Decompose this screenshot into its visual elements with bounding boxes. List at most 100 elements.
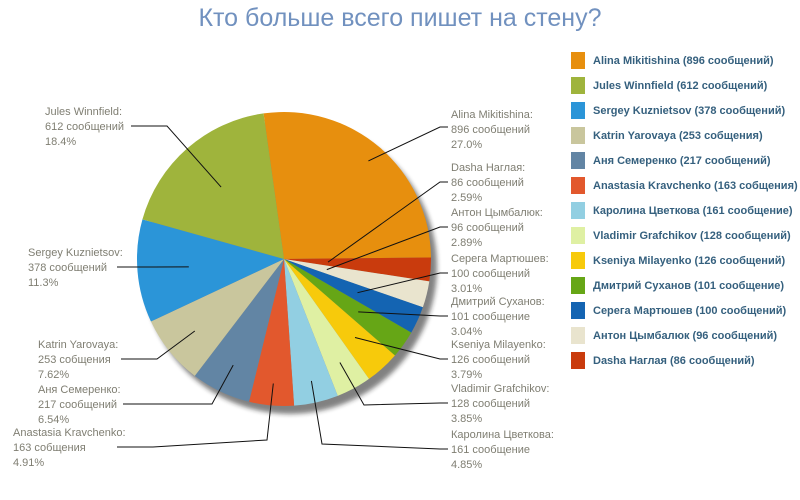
legend-item-label: Alina Mikitishina (896 сообщений): [593, 54, 774, 67]
legend-swatch: [571, 52, 585, 69]
legend-item: Серега Мартюшев (100 сообщений): [571, 302, 798, 319]
callout-name: Dasha Наглая:: [451, 162, 526, 174]
leader-line: [326, 226, 448, 271]
legend-item-label: Kseniya Milayenko (126 сообщений): [593, 254, 786, 267]
callout-label: Alina Mikitishina: 896 сообщений 27.0%: [451, 108, 533, 153]
callout-label: Jules Winnfield: 612 сообщений 18.4%: [45, 105, 124, 150]
legend-swatch: [571, 252, 585, 269]
leader-line: [327, 181, 448, 263]
legend-item: Дмитрий Суханов (101 сообщение): [571, 277, 798, 294]
callout-name: Каролина Цветкова:: [451, 429, 554, 441]
pie-slice: [249, 259, 295, 406]
callout-label: Антон Цымбалюк: 96 сообщений 2.89%: [451, 206, 543, 251]
callout-label: Katrin Yarovaya: 253 собщения 7.62%: [38, 338, 118, 383]
legend-item: Антон Цымбалюк (96 сообщений): [571, 327, 798, 344]
callout-count: 96 сообщений: [451, 222, 524, 234]
pie-slice: [284, 259, 395, 379]
legend-item: Anastasia Kravchenko (163 собщения): [571, 177, 798, 194]
legend-item: Sergey Kuznietsov (378 сообщений): [571, 102, 798, 119]
callout-count: 128 сообщений: [451, 398, 530, 410]
legend-item: Katrin Yarovaya (253 собщения): [571, 127, 798, 144]
callout-name: Антон Цымбалюк:: [451, 207, 543, 219]
legend-item-label: Каролина Цветкова (161 сообщение): [593, 204, 793, 217]
legend-item-label: Sergey Kuznietsov (378 сообщений): [593, 104, 786, 117]
callout-name: Sergey Kuznietsov:: [28, 247, 123, 259]
callout-name: Vladimir Grafchikov:: [451, 383, 550, 395]
callout-label: Dasha Наглая: 86 сообщений 2.59%: [451, 161, 525, 206]
pie-slice: [284, 259, 430, 308]
callout-percent: 3.85%: [451, 413, 483, 425]
callout-label: Sergey Kuznietsov: 378 сообщений 11.3%: [28, 246, 123, 291]
callout-name: Серега Мартюшев:: [451, 253, 549, 265]
pie-slice: [137, 219, 284, 322]
legend-item: Kseniya Milayenko (126 сообщений): [571, 252, 798, 269]
callout-count: 86 сообщений: [451, 177, 524, 189]
callout-label: Серега Мартюшев: 100 сообщений 3.01%: [451, 252, 549, 297]
callout-percent: 11.3%: [28, 277, 59, 289]
callout-percent: 27.0%: [451, 139, 483, 151]
legend-item-label: Аня Семеренко (217 сообщений): [593, 154, 771, 167]
legend-item-label: Jules Winnfield (612 сообщений): [593, 79, 768, 92]
legend-swatch: [571, 302, 585, 319]
legend-swatch: [571, 177, 585, 194]
pie-slice: [284, 257, 431, 282]
leader-line: [339, 362, 448, 406]
callout-count: 217 сообщений: [38, 399, 117, 411]
legend-item-label: Katrin Yarovaya (253 собщения): [593, 129, 763, 142]
legend-item: Vladimir Grafchikov (128 сообщений): [571, 227, 798, 244]
leader-line: [121, 330, 196, 360]
callout-label: Дмитрий Суханов: 101 сообщение 3.04%: [451, 295, 545, 340]
legend-item: Dasha Наглая (86 сообщений): [571, 352, 798, 369]
pie-slice: [284, 259, 338, 406]
leader-line: [310, 380, 448, 450]
legend-item-label: Серега Мартюшев (100 сообщений): [593, 304, 787, 317]
legend-item: Jules Winnfield (612 сообщений): [571, 77, 798, 94]
callout-count: 378 сообщений: [28, 262, 107, 274]
callout-percent: 3.04%: [451, 326, 483, 338]
callout-percent: 18.4%: [45, 136, 77, 148]
pie-slice: [150, 259, 284, 376]
callout-count: 100 сообщений: [451, 268, 530, 280]
callout-percent: 2.59%: [451, 192, 483, 204]
pie-slice: [284, 259, 369, 396]
legend-item-label: Дмитрий Суханов (101 сообщение): [593, 279, 785, 292]
pie-slice: [284, 259, 423, 333]
callout-name: Jules Winnfield:: [45, 106, 123, 118]
legend-item-label: Антон Цымбалюк (96 сообщений): [593, 329, 778, 342]
callout-name: Anastasia Kravchenko:: [13, 427, 126, 439]
callout-count: 163 собщения: [13, 442, 86, 454]
callout-name: Alina Mikitishina:: [451, 109, 533, 121]
leader-line: [131, 125, 222, 188]
callout-percent: 6.54%: [38, 414, 70, 426]
callout-percent: 7.62%: [38, 369, 70, 381]
callout-label: Каролина Цветкова: 161 сообщение 4.85%: [451, 428, 554, 473]
legend-swatch: [571, 327, 585, 344]
chart-title: Кто больше всего пишет на стену?: [198, 4, 602, 32]
legend-swatch: [571, 77, 585, 94]
callout-name: Дмитрий Суханов:: [451, 296, 545, 308]
legend-item: Каролина Цветкова (161 сообщение): [571, 202, 798, 219]
legend-item-label: Vladimir Grafchikov (128 сообщений): [593, 229, 791, 242]
leader-line: [123, 364, 234, 405]
callout-count: 101 сообщение: [451, 311, 530, 323]
callout-count: 612 сообщений: [45, 121, 124, 133]
leader-line: [357, 272, 448, 294]
leader-line: [354, 337, 448, 360]
pie-slice: [263, 111, 431, 259]
callout-count: 126 сообщений: [451, 354, 530, 366]
leader-line: [117, 383, 274, 448]
legend-swatch: [571, 227, 585, 244]
callout-count: 253 собщения: [38, 354, 111, 366]
pie-slice: [194, 259, 284, 402]
leader-line: [368, 126, 448, 162]
legend-swatch: [571, 352, 585, 369]
callout-percent: 4.91%: [13, 457, 45, 469]
callout-percent: 3.01%: [451, 283, 483, 295]
callout-label: Vladimir Grafchikov: 128 сообщений 3.85%: [451, 382, 549, 427]
legend-swatch: [571, 127, 585, 144]
callout-name: Kseniya Milayenko:: [451, 339, 546, 351]
callout-label: Anastasia Kravchenko: 163 собщения 4.91%: [13, 426, 126, 471]
callout-percent: 2.89%: [451, 237, 483, 249]
